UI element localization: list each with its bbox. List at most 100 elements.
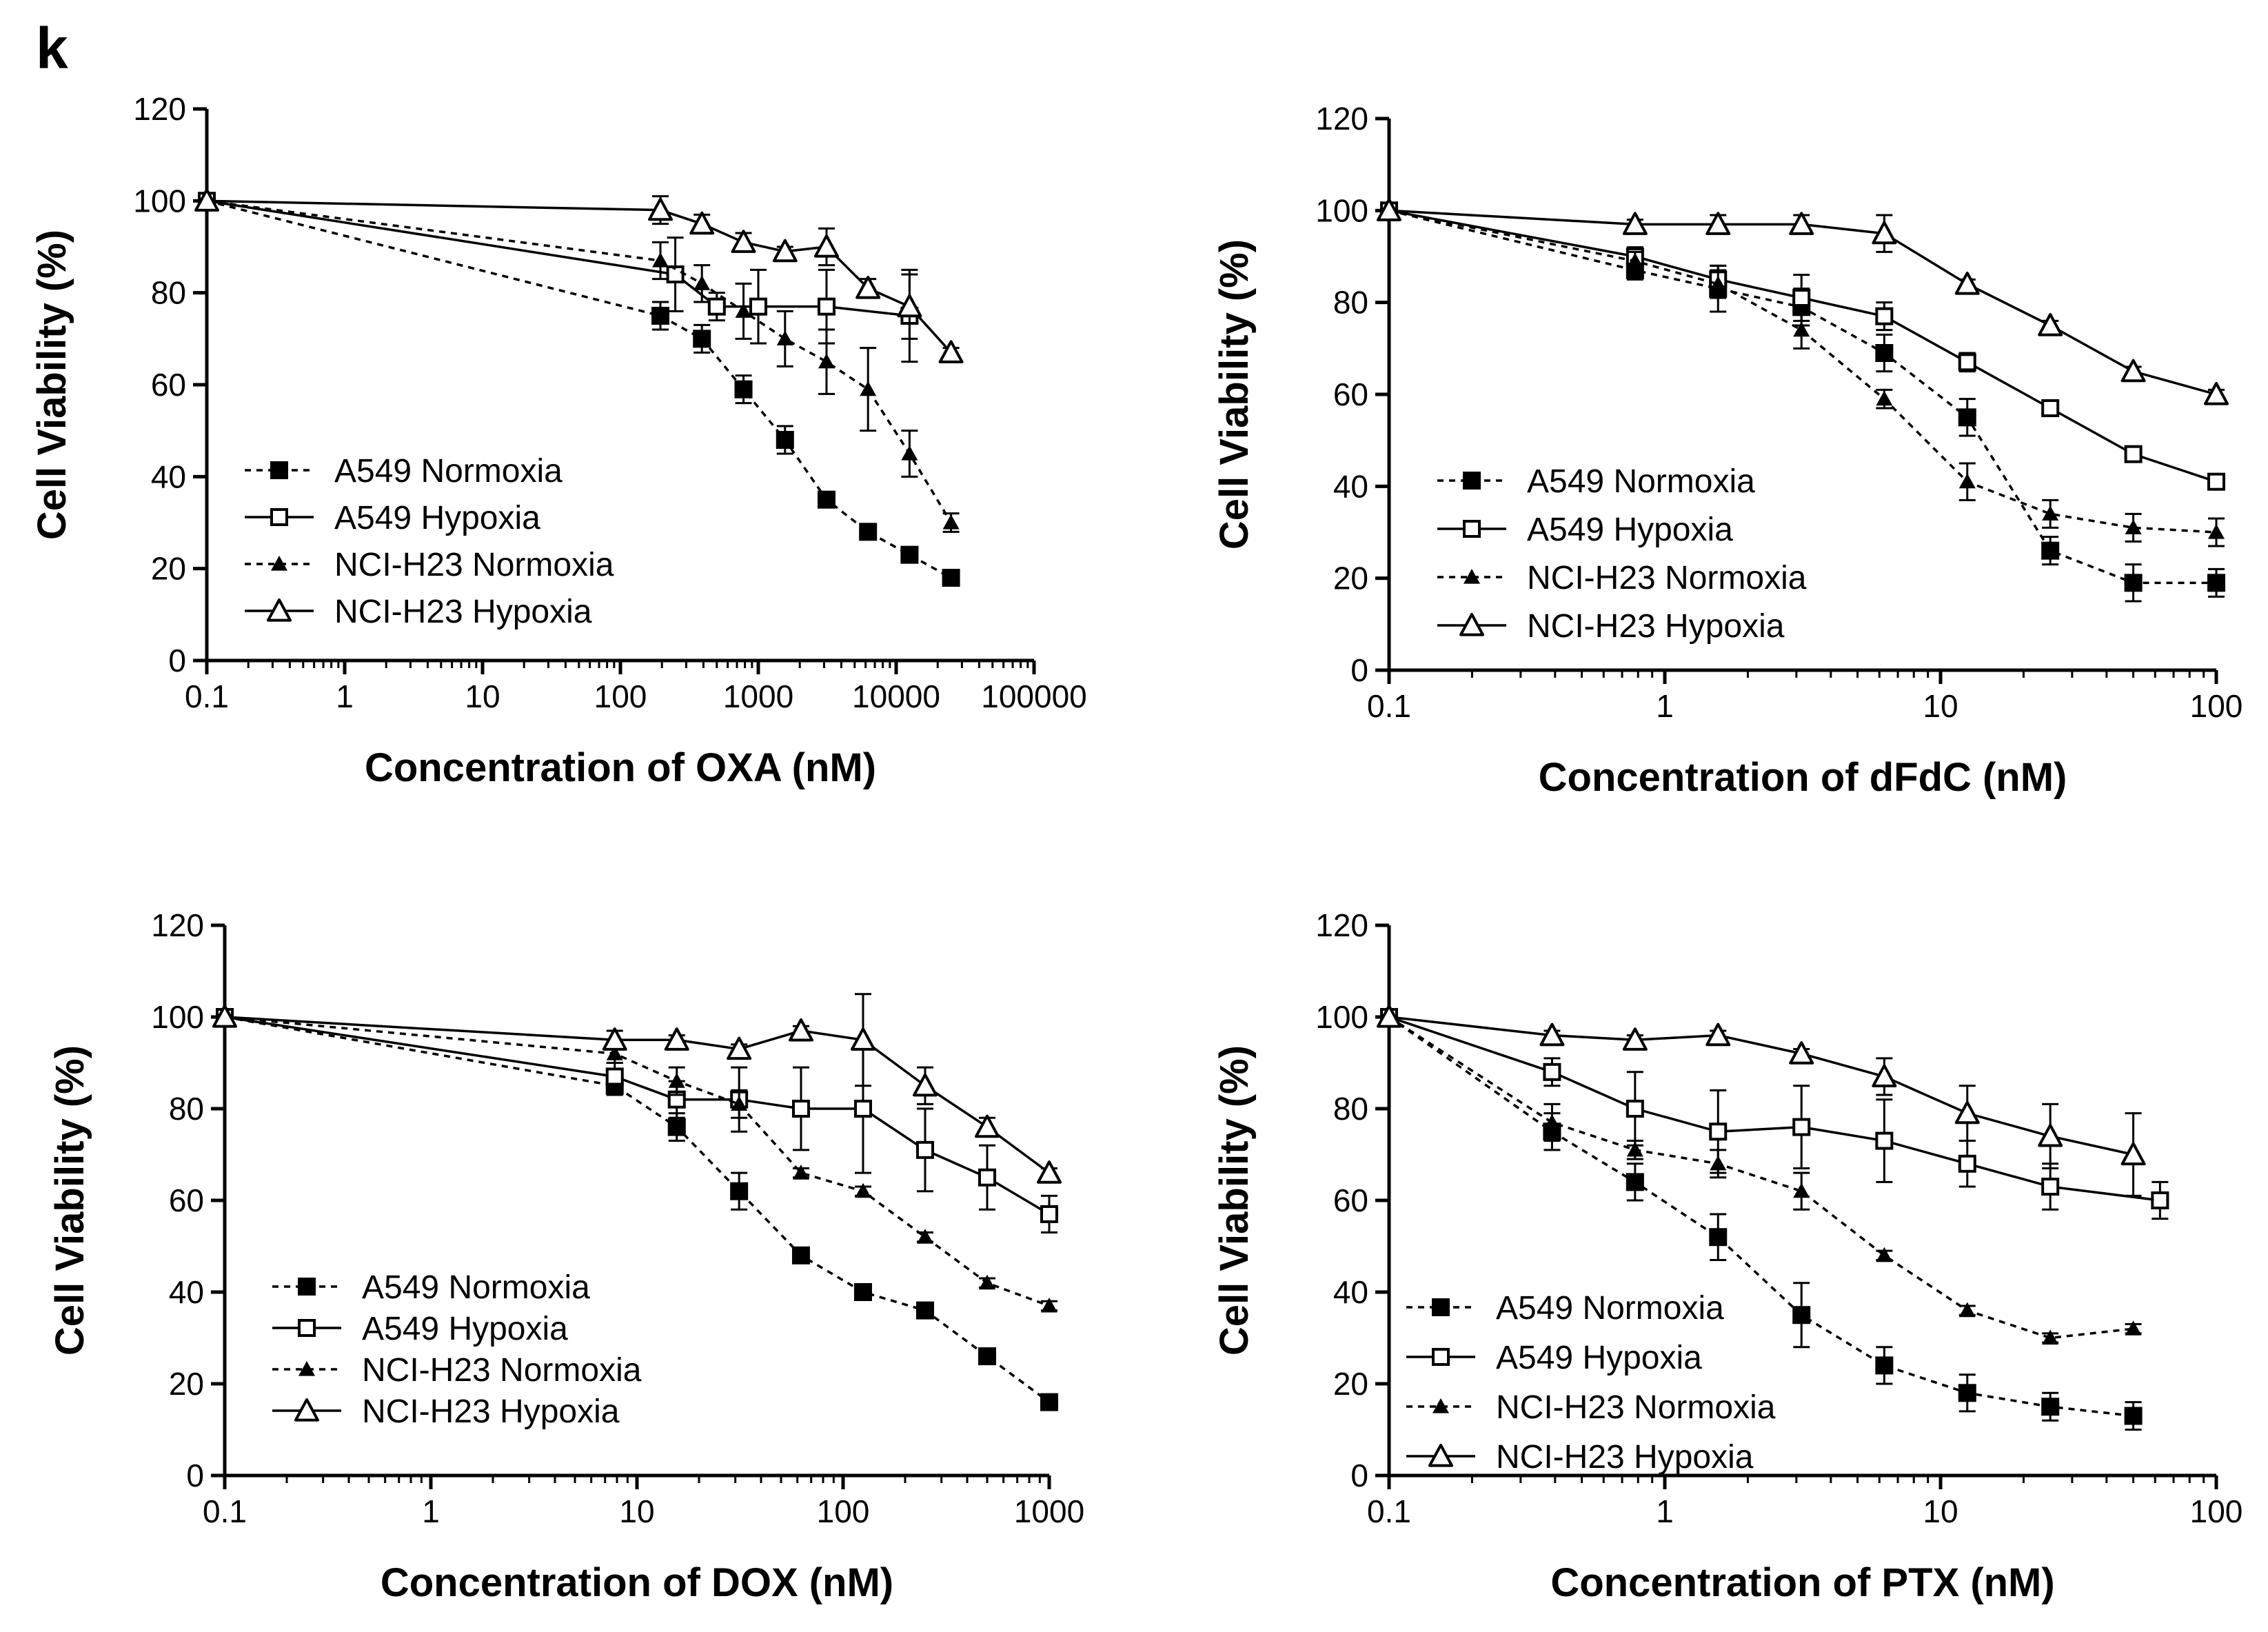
data-point bbox=[1710, 276, 1727, 291]
y-axis-title: Cell Viability (%) bbox=[1212, 239, 1257, 550]
legend-entry: NCI-H23 Hypoxia bbox=[245, 594, 592, 630]
y-tick-label: 80 bbox=[1333, 285, 1368, 321]
series-line bbox=[1388, 209, 2217, 483]
data-point bbox=[817, 297, 836, 316]
legend-label: A549 Hypoxia bbox=[1496, 1340, 1702, 1376]
data-point bbox=[792, 1165, 809, 1180]
legend-marker bbox=[298, 1361, 315, 1376]
data-point bbox=[791, 1100, 810, 1118]
data-point bbox=[938, 340, 964, 363]
data-point bbox=[813, 234, 839, 258]
legend-entry: NCI-H23 Hypoxia bbox=[1406, 1439, 1754, 1475]
y-tick-label: 80 bbox=[1333, 1091, 1368, 1127]
data-point bbox=[668, 1073, 685, 1088]
data-point bbox=[855, 276, 881, 299]
legend-marker bbox=[1432, 1398, 1449, 1413]
series-nci-h23-hypoxia bbox=[1377, 1005, 2146, 1197]
x-tick-label: 1 bbox=[336, 678, 354, 714]
legend-entry: A549 Hypoxia bbox=[1437, 512, 1733, 548]
data-point bbox=[2038, 1123, 2063, 1147]
x-tick-label: 10 bbox=[1923, 688, 1958, 724]
data-point bbox=[664, 1027, 689, 1051]
legend-entry: NCI-H23 Normoxia bbox=[272, 1352, 642, 1389]
legend-label: NCI-H23 Normoxia bbox=[362, 1352, 642, 1389]
y-tick-label: 100 bbox=[151, 999, 204, 1035]
data-point bbox=[1622, 1027, 1648, 1051]
legend-label: A549 Hypoxia bbox=[362, 1311, 568, 1347]
data-point bbox=[1626, 1173, 1644, 1191]
data-point bbox=[734, 380, 753, 399]
x-axis-title: Concentration of OXA (nM) bbox=[365, 745, 876, 790]
x-tick-label: 1 bbox=[1656, 688, 1674, 724]
data-point bbox=[1872, 1064, 1897, 1088]
data-point bbox=[1543, 1114, 1561, 1129]
data-point bbox=[667, 1118, 686, 1136]
data-point bbox=[850, 1027, 875, 1051]
legend-entry: A549 Normoxia bbox=[245, 453, 563, 490]
data-point bbox=[1792, 1306, 1811, 1324]
x-tick-label: 100 bbox=[594, 678, 647, 714]
legend-marker bbox=[298, 1319, 316, 1337]
x-tick-label: 1000 bbox=[723, 678, 793, 714]
y-tick-label: 40 bbox=[151, 459, 186, 494]
legend-entry: NCI-H23 Normoxia bbox=[245, 547, 614, 583]
series-line bbox=[224, 1016, 1050, 1307]
x-tick-label: 0.1 bbox=[1367, 1493, 1411, 1529]
chart-panel-4: 0 20 40 60 80 100 120 0.1 1 10 100 Concentration of… bbox=[1212, 907, 2242, 1605]
data-point bbox=[915, 1140, 934, 1159]
data-point bbox=[776, 330, 793, 345]
data-point bbox=[1792, 289, 1811, 307]
x-tick-label: 10 bbox=[465, 678, 500, 714]
data-point bbox=[605, 1067, 624, 1086]
series-a549-normoxia bbox=[1380, 201, 2225, 603]
data-point bbox=[1040, 1393, 1058, 1411]
y-tick-label: 0 bbox=[168, 643, 186, 678]
data-point bbox=[1377, 1005, 1401, 1028]
data-point bbox=[916, 1229, 933, 1244]
data-point bbox=[818, 353, 835, 369]
data-point bbox=[912, 1073, 938, 1097]
chart-panel-2: 0 20 40 60 80 100 120 0.1 1 10 100 Concentration of… bbox=[1212, 101, 2242, 800]
legend-marker bbox=[1428, 1444, 1453, 1467]
series-a549-normoxia bbox=[216, 1008, 1058, 1411]
y-axis-title: Cell Viability (%) bbox=[1212, 1045, 1257, 1356]
legend-marker bbox=[1432, 1348, 1450, 1366]
data-point bbox=[1626, 1141, 1643, 1157]
data-point bbox=[1622, 212, 1648, 235]
data-point bbox=[942, 514, 960, 530]
series-nci-h23-hypoxia bbox=[194, 188, 964, 363]
data-point bbox=[1705, 1022, 1731, 1047]
series-nci-h23-hypoxia bbox=[212, 993, 1062, 1184]
data-point bbox=[2204, 382, 2229, 405]
legend-entry: A549 Normoxia bbox=[272, 1269, 590, 1306]
x-tick-label: 10 bbox=[619, 1493, 654, 1529]
legend-label: NCI-H23 Hypoxia bbox=[362, 1393, 620, 1430]
legend-entry: A549 Hypoxia bbox=[1406, 1340, 1702, 1376]
y-tick-label: 120 bbox=[1315, 907, 1368, 943]
data-point bbox=[853, 1283, 872, 1301]
data-point bbox=[1958, 1154, 1976, 1173]
data-point bbox=[776, 431, 794, 449]
data-point bbox=[1958, 408, 1976, 427]
series-nci-h23-hypoxia bbox=[1377, 198, 2229, 405]
data-point bbox=[2041, 1178, 2060, 1196]
data-point bbox=[2151, 1191, 2169, 1209]
x-tick-label: 0.1 bbox=[185, 678, 229, 714]
y-tick-label: 80 bbox=[169, 1091, 204, 1127]
series-nci-h23-normoxia bbox=[199, 192, 960, 533]
x-tick-label: 1000 bbox=[1014, 1493, 1084, 1529]
legend-label: NCI-H23 Hypoxia bbox=[334, 594, 592, 630]
legend-marker bbox=[271, 556, 287, 571]
data-point bbox=[897, 294, 922, 318]
y-tick-label: 100 bbox=[133, 183, 186, 219]
data-point bbox=[707, 297, 726, 316]
legend-marker bbox=[1459, 613, 1484, 636]
legend-entry: NCI-H23 Normoxia bbox=[1406, 1389, 1776, 1426]
legend-marker bbox=[267, 598, 292, 622]
data-point bbox=[1958, 473, 1976, 489]
legend-entry: A549 Hypoxia bbox=[272, 1311, 568, 1347]
legend-label: A549 Normoxia bbox=[1496, 1290, 1724, 1327]
y-tick-label: 80 bbox=[151, 275, 186, 311]
data-point bbox=[772, 239, 798, 263]
